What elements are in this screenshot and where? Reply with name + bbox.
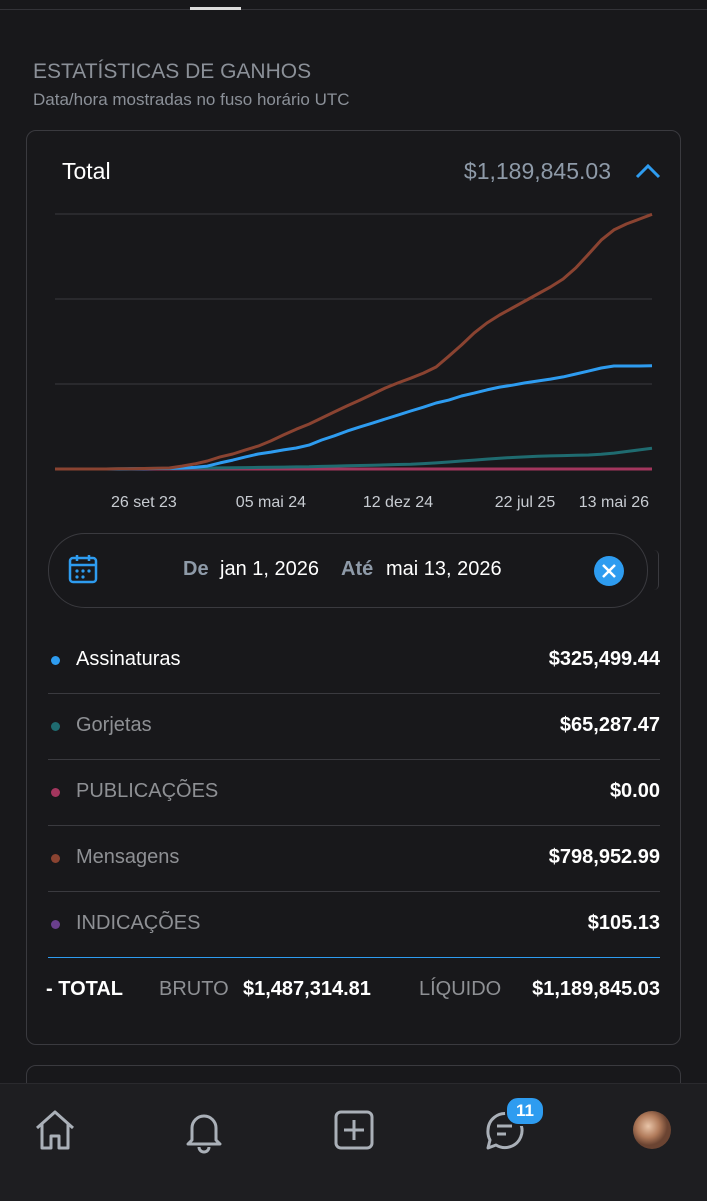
- breakdown-row: Mensagens $798,952.99: [48, 825, 660, 892]
- home-icon[interactable]: [32, 1108, 78, 1152]
- legend-dot: [51, 854, 60, 863]
- row-name: PUBLICAÇÕES: [76, 780, 219, 802]
- row-name: Gorjetas: [76, 714, 152, 736]
- legend-dot: [51, 722, 60, 731]
- messages-badge: 11: [505, 1096, 545, 1126]
- x-tick-label: 26 set 23: [111, 494, 177, 511]
- breakdown-row: Gorjetas $65,287.47: [48, 693, 660, 760]
- tab-divider: [0, 9, 707, 10]
- legend-dot: [51, 788, 60, 797]
- calendar-icon[interactable]: [67, 553, 99, 585]
- legend-dot: [51, 656, 60, 665]
- breakdown-row: Assinaturas $325,499.44: [48, 627, 660, 694]
- pill-edge: [654, 550, 659, 590]
- messages-icon[interactable]: [482, 1108, 528, 1154]
- card-amount: $1,189,845.03: [463, 158, 611, 184]
- date-range[interactable]: [48, 533, 648, 608]
- section-title: ESTATÍSTICAS DE GANHOS: [33, 60, 312, 83]
- net-label: LÍQUIDO: [419, 978, 502, 1000]
- breakdown-row: PUBLICAÇÕES $0.00: [48, 759, 660, 826]
- bottom-nav: 11: [0, 1083, 707, 1201]
- legend-dot: [51, 920, 60, 929]
- from-date[interactable]: jan 1, 2026: [220, 558, 319, 580]
- row-name: INDICAÇÕES: [76, 912, 201, 934]
- row-name: Assinaturas: [76, 648, 181, 670]
- row-amount: $0.00: [609, 780, 660, 802]
- to-date[interactable]: mai 13, 2026: [386, 558, 502, 580]
- series-line: [55, 446, 653, 471]
- to-label: Até: [341, 558, 374, 580]
- profile-avatar[interactable]: [632, 1110, 672, 1150]
- from-label: De: [183, 558, 209, 580]
- x-tick-label: 12 dez 24: [363, 494, 433, 511]
- row-amount: $105.13: [587, 912, 660, 934]
- clear-button[interactable]: [593, 555, 625, 587]
- add-icon[interactable]: [332, 1108, 376, 1152]
- stats-card: [26, 130, 681, 1045]
- notifications-icon[interactable]: [182, 1108, 226, 1154]
- series-line: [55, 364, 653, 471]
- collapse-button[interactable]: [634, 160, 662, 184]
- row-amount: $798,952.99: [548, 846, 660, 868]
- total-row: - TOTAL BRUTO $1,487,314.81 LÍQUIDO $1,1…: [46, 957, 660, 1018]
- card-title: Total: [62, 158, 111, 184]
- row-amount: $65,287.47: [559, 714, 660, 736]
- total-label: - TOTAL: [46, 978, 124, 1000]
- chart: 26 set 23 05 mai 24 12 dez 24 22 jul 25 13 m…: [55, 212, 653, 511]
- net-amount: $1,189,845.03: [532, 978, 660, 1000]
- x-tick-label: 05 mai 24: [236, 494, 306, 511]
- gross-label: BRUTO: [159, 978, 229, 1000]
- series-line: [55, 212, 653, 471]
- x-tick-label: 22 jul 25: [495, 494, 556, 511]
- row-amount: $325,499.44: [548, 648, 660, 670]
- tab-indicator: [190, 7, 241, 10]
- row-name: Mensagens: [76, 846, 180, 868]
- breakdown-row: INDICAÇÕES $105.13: [48, 891, 660, 957]
- section-subtitle: Data/hora mostradas no fuso horário UTC: [33, 90, 350, 109]
- x-tick-label: 13 mai 26: [579, 494, 649, 511]
- gross-amount: $1,487,314.81: [243, 978, 371, 1000]
